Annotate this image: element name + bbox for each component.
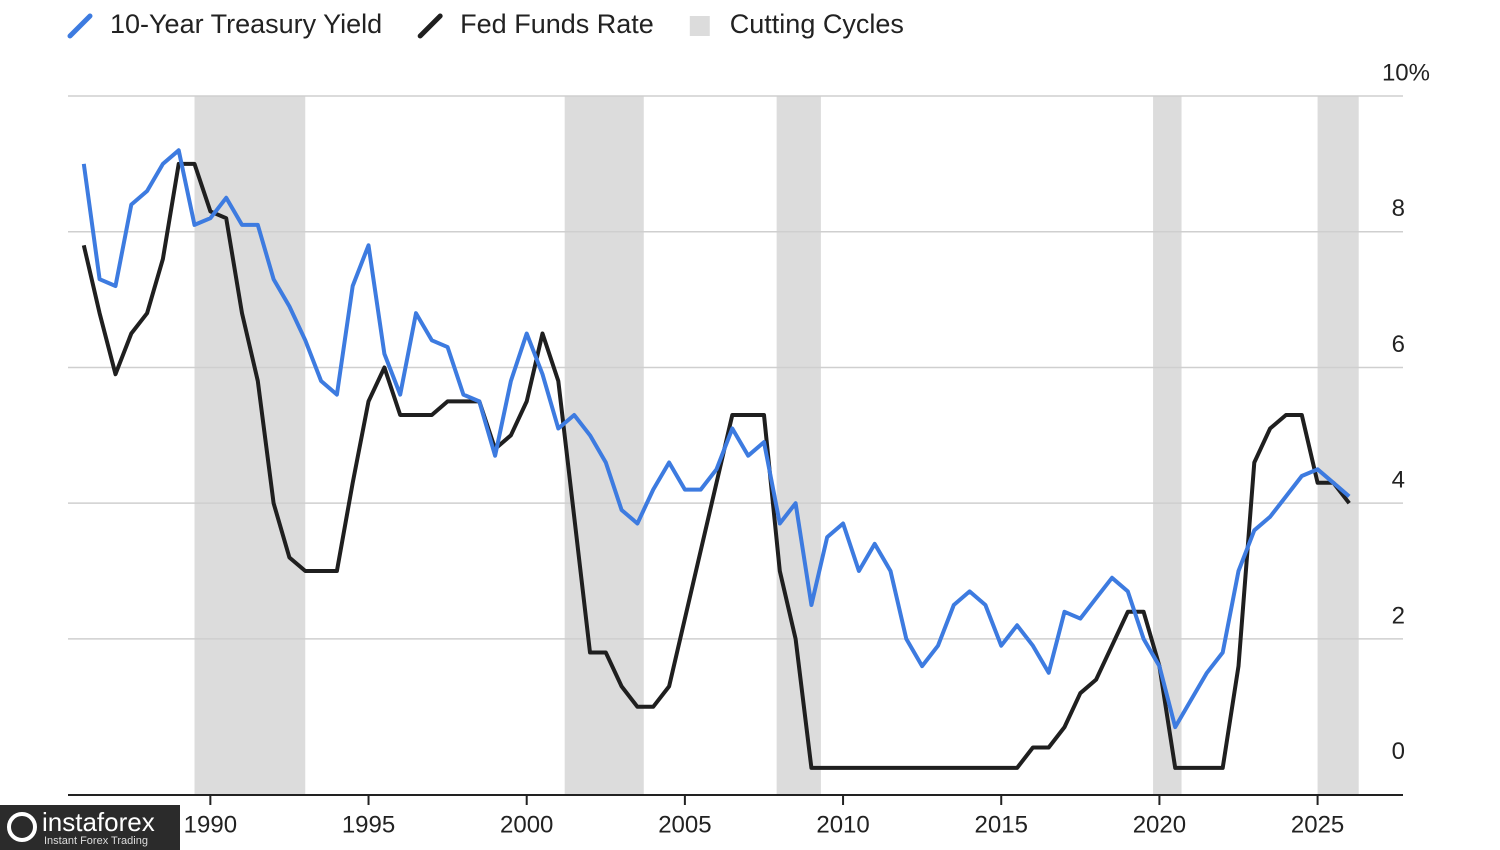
y-tick-label: 4	[1392, 467, 1405, 494]
y-tick-label: 8	[1392, 195, 1405, 222]
cutting-cycle	[1317, 96, 1359, 795]
legend-label: 10-Year Treasury Yield	[110, 9, 382, 39]
x-tick-label: 1990	[184, 811, 237, 838]
y-tick-label: 2	[1392, 602, 1405, 629]
x-tick-label: 1995	[342, 811, 395, 838]
cutting-cycle	[194, 96, 306, 795]
series-line	[81, 161, 1351, 770]
watermark-brand: instaforex	[42, 807, 155, 837]
legend-label: Fed Funds Rate	[460, 9, 654, 39]
y-tick-label: 0	[1392, 738, 1405, 765]
watermark-bg	[0, 805, 180, 850]
watermark-tagline: Instant Forex Trading	[44, 835, 148, 847]
legend-swatch	[689, 16, 710, 36]
cutting-cycle	[776, 96, 821, 795]
x-tick-label: 2025	[1291, 811, 1344, 838]
y-tick-label: 10%	[1382, 59, 1430, 86]
x-tick-label: 2005	[658, 811, 711, 838]
legend-swatch	[417, 13, 443, 39]
y-tick-label: 6	[1392, 331, 1405, 358]
legend-swatch	[67, 13, 93, 39]
legend-label: Cutting Cycles	[730, 9, 904, 39]
watermark: instaforex Instant Forex Trading	[0, 805, 180, 850]
x-tick-label: 2010	[816, 811, 869, 838]
x-tick-label: 2000	[500, 811, 553, 838]
x-tick-label: 2020	[1133, 811, 1186, 838]
cutting-cycle	[564, 96, 644, 795]
watermark-icon	[7, 812, 37, 842]
x-tick-label: 2015	[975, 811, 1028, 838]
cutting-cycle	[1153, 96, 1182, 795]
series-line	[81, 148, 1351, 730]
